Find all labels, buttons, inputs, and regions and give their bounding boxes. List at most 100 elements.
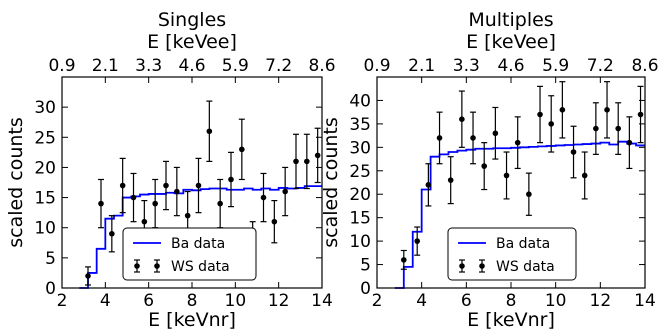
ws-data-point (304, 158, 310, 165)
ws-data-point (615, 125, 621, 132)
y-tick-label: 25 (34, 128, 56, 148)
ws-data-point (109, 230, 115, 237)
y-tick-label: 5 (360, 256, 371, 276)
x-tick-label: 10 (545, 291, 567, 311)
ws-data-point (425, 182, 432, 188)
top-tick-label: 5.9 (542, 56, 569, 76)
y-tick-label: 35 (349, 115, 371, 135)
y-tick-label: 40 (349, 91, 371, 111)
ws-data-point (604, 107, 610, 113)
legend-ba-label: Ba data (496, 236, 550, 252)
chart-title: Singles (158, 9, 226, 31)
ws-data-point (414, 238, 421, 244)
top-tick-label: 8.6 (631, 56, 658, 76)
ws-data-point (98, 200, 104, 207)
ws-data-point (481, 163, 488, 169)
ws-data-point (526, 191, 532, 198)
legend: Ba data WS data (122, 227, 257, 281)
ws-data-point (492, 130, 499, 137)
x-tick-label: 2 (372, 291, 383, 311)
x-tick-label: 8 (506, 291, 517, 311)
top-tick-label: 5.9 (222, 56, 249, 76)
ba-data-step-line (79, 185, 322, 289)
ws-data-point (537, 111, 543, 118)
top-tick-label: 3.3 (453, 56, 480, 76)
x-tick-label: 12 (268, 291, 290, 311)
x-tick-label: 6 (143, 291, 154, 311)
top-tick-label: 4.6 (497, 56, 524, 76)
ws-data-point (593, 125, 599, 132)
ws-data-point (282, 188, 288, 195)
top-axis-label: E [keVee] (147, 31, 237, 53)
top-tick-label: 3.3 (135, 56, 162, 76)
ws-data-point (228, 176, 234, 183)
y-tick-label: 30 (349, 138, 371, 158)
ws-data-point (217, 200, 223, 207)
legend-ws-point (154, 263, 160, 269)
x-tick-label: 6 (461, 291, 472, 311)
ba-data-step-line (394, 140, 645, 289)
legend-ws-label: WS data (496, 259, 555, 275)
y-tick-label: 5 (45, 249, 56, 269)
ws-data-point (503, 172, 510, 179)
y-tick-label: 10 (349, 232, 371, 252)
ws-data-point (85, 273, 91, 279)
x-axis-label: E [keVnr] (148, 309, 236, 331)
top-tick-label: 7.2 (587, 56, 614, 76)
ws-data-point (174, 188, 180, 195)
chart-title: Multiples (468, 9, 553, 31)
ws-data-point (459, 116, 465, 122)
legend-ws-label: WS data (171, 259, 230, 275)
y-tick-label: 10 (34, 219, 56, 239)
ws-data-point (271, 218, 278, 225)
top-tick-label: 4.6 (178, 56, 205, 76)
ws-data-point (163, 182, 169, 189)
x-tick-label: 8 (187, 291, 198, 311)
ws-data-point (184, 212, 191, 219)
ws-data-point (314, 152, 321, 159)
x-tick-label: 4 (100, 291, 111, 311)
ws-data-point (470, 135, 476, 141)
y-tick-label: 0 (45, 279, 56, 299)
ws-data-point (626, 139, 633, 146)
x-tick-label: 2 (57, 291, 68, 311)
ws-data-point (401, 257, 407, 263)
x-tick-label: 14 (311, 291, 333, 311)
y-tick-label: 25 (349, 162, 371, 182)
ws-data-point (570, 149, 577, 155)
top-tick-label: 0.9 (363, 56, 390, 76)
legend-ba-label: Ba data (171, 236, 225, 252)
ws-data-point (260, 194, 267, 201)
legend-ws-point (134, 263, 140, 269)
ws-data-point (206, 128, 213, 135)
top-axis-label: E [keVee] (466, 31, 556, 53)
y-tick-label: 20 (349, 185, 371, 205)
top-tick-label: 2.1 (92, 56, 119, 76)
ws-data-point (195, 182, 202, 189)
ws-data-point (447, 177, 454, 183)
ws-data-point (152, 200, 158, 207)
ws-data-point (119, 182, 126, 189)
legend-ws-point (459, 263, 465, 269)
ws-data-point (637, 111, 644, 118)
top-tick-label: 7.2 (265, 56, 292, 76)
y-tick-label: 30 (34, 98, 56, 118)
y-tick-label: 20 (34, 158, 56, 178)
legend: Ba data WS data (447, 227, 577, 281)
ws-data-point (130, 194, 137, 201)
ws-data-point (559, 107, 566, 113)
ws-data-point (436, 135, 443, 141)
x-axis-label: E [keVnr] (467, 309, 555, 331)
y-tick-label: 0 (360, 279, 371, 299)
x-tick-label: 12 (590, 291, 612, 311)
y-axis-label: scaled counts (320, 117, 342, 248)
ws-data-point (239, 146, 245, 153)
y-axis-label: scaled counts (5, 117, 27, 248)
ws-data-point (141, 218, 148, 225)
top-tick-label: 2.1 (408, 56, 435, 76)
y-tick-label: 15 (349, 209, 371, 229)
ws-data-point (514, 139, 521, 146)
